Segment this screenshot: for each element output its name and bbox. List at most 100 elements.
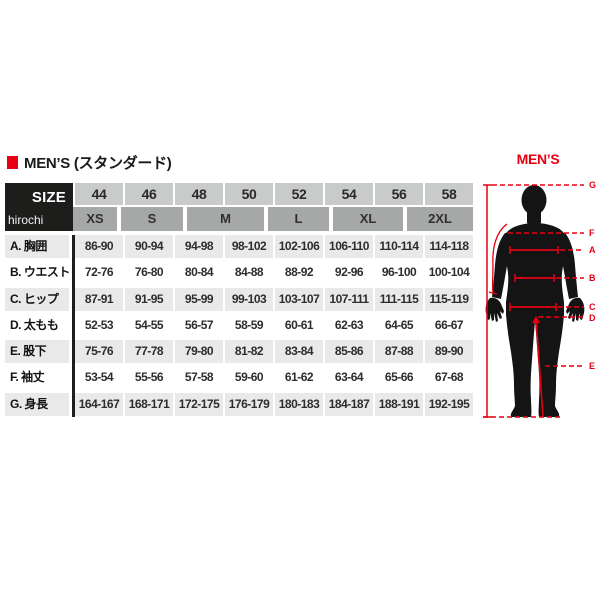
measurement-cell: 103-107	[275, 287, 323, 311]
size-table: SIZE hirochi 44 46 48 50 52 54 56 58 XS S M L XL 2XL…	[5, 183, 473, 419]
numeric-size-header-52: 52	[275, 183, 323, 205]
sleeve-curve-tick	[488, 291, 498, 295]
numeric-size-header-58: 58	[425, 183, 473, 205]
row-values: 87-91 91-95 95-99 99-103 103-107 107-111 111-1…	[75, 287, 473, 311]
figure-label-c: C	[589, 302, 596, 312]
letter-size-header-xs: XS	[73, 207, 117, 231]
mens-body-diagram: G F A B C D E	[483, 180, 596, 418]
row-label: D. 太もも	[5, 313, 69, 338]
body-silhouette-icon	[485, 185, 585, 417]
inseam-arrowhead	[532, 316, 540, 323]
measurement-cell: 176-179	[225, 392, 273, 417]
neck-shape	[527, 208, 541, 225]
watermark-text: hirochi	[8, 213, 44, 227]
table-row: C. ヒップ 87-91 91-95 95-99 99-103 103-107 107-11…	[5, 287, 473, 311]
row-values: 86-90 90-94 94-98 98-102 102-106 106-110 110-1…	[75, 235, 473, 259]
measurement-cell: 66-67	[425, 313, 473, 338]
measurement-cell: 87-88	[375, 340, 423, 364]
measurement-cell: 111-115	[375, 287, 423, 311]
measurement-lines	[483, 184, 584, 418]
measurement-cell: 106-110	[325, 235, 373, 259]
row-values: 72-76 76-80 80-84 84-88 88-92 92-96 96-100 100-…	[75, 261, 473, 285]
hip-line-ticks	[509, 303, 557, 311]
measurement-cell: 58-59	[225, 313, 273, 338]
measurement-cell: 89-90	[425, 340, 473, 364]
letter-size-header-row: XS S M L XL 2XL	[73, 207, 473, 231]
numeric-size-header-44: 44	[75, 183, 123, 205]
chest-line-ticks	[509, 246, 559, 254]
page-title-row: MEN’S (スタンダード)	[7, 152, 172, 173]
label-column-divider	[72, 235, 75, 417]
measurement-cell: 56-57	[175, 313, 223, 338]
figure-label-f: F	[589, 228, 595, 238]
letter-size-header-s: S	[121, 207, 183, 231]
row-values: 52-53 54-55 56-57 58-59 60-61 62-63 64-65 66-67	[75, 313, 473, 338]
measurement-cell: 59-60	[225, 366, 273, 390]
numeric-size-header-48: 48	[175, 183, 223, 205]
measurement-cell: 87-91	[75, 287, 123, 311]
measurement-cell: 96-100	[375, 261, 423, 285]
measurement-cell: 86-90	[75, 235, 123, 259]
letter-size-header-l: L	[268, 207, 329, 231]
table-row: B. ウエスト 72-76 76-80 80-84 84-88 88-92 92-96 96-…	[5, 261, 473, 285]
measurement-cell: 88-92	[275, 261, 323, 285]
numeric-size-header-50: 50	[225, 183, 273, 205]
table-body: A. 胸囲 86-90 90-94 94-98 98-102 102-106 106-110…	[5, 235, 473, 419]
numeric-size-header-54: 54	[325, 183, 373, 205]
measurement-cell: 115-119	[425, 287, 473, 311]
figure-label-a: A	[589, 245, 596, 255]
row-values: 53-54 55-56 57-58 59-60 61-62 63-64 65-66 67-68	[75, 366, 473, 390]
torso-shape	[503, 223, 567, 316]
measurement-cell: 99-103	[225, 287, 273, 311]
numeric-size-header-56: 56	[375, 183, 423, 205]
measurement-cell: 55-56	[125, 366, 173, 390]
title-bullet-square-icon	[7, 156, 18, 169]
measurement-cell: 188-191	[375, 392, 423, 417]
table-row: G. 身長 164-167 168-171 172-175 176-179 180-183…	[5, 392, 473, 417]
figure-label-g: G	[589, 180, 596, 190]
measurement-cell: 94-98	[175, 235, 223, 259]
table-row: D. 太もも 52-53 54-55 56-57 58-59 60-61 62-63 64-6…	[5, 313, 473, 338]
row-label: E. 股下	[5, 340, 69, 364]
measurement-cell: 63-64	[325, 366, 373, 390]
figure-label-e: E	[589, 361, 595, 371]
measurement-cell: 76-80	[125, 261, 173, 285]
figure-label-b: B	[589, 273, 596, 283]
row-label: B. ウエスト	[5, 261, 69, 285]
measurement-cell: 62-63	[325, 313, 373, 338]
measurement-cell: 57-58	[175, 366, 223, 390]
measurement-cell: 95-99	[175, 287, 223, 311]
measurement-cell: 72-76	[75, 261, 123, 285]
sleeve-curve-line	[491, 223, 508, 294]
measurement-cell: 79-80	[175, 340, 223, 364]
measurement-cell: 61-62	[275, 366, 323, 390]
measurement-cell: 98-102	[225, 235, 273, 259]
size-header-label: SIZE	[31, 189, 66, 206]
measurement-cell: 184-187	[325, 392, 373, 417]
measurement-cell: 52-53	[75, 313, 123, 338]
left-leg-shape	[506, 314, 535, 417]
measurement-cell: 64-65	[375, 313, 423, 338]
table-row: A. 胸囲 86-90 90-94 94-98 98-102 102-106 106-110…	[5, 235, 473, 259]
page-title: MEN’S (スタンダード)	[24, 155, 172, 172]
measurement-cell: 102-106	[275, 235, 323, 259]
waist-line-ticks	[514, 274, 555, 282]
measurement-cell: 168-171	[125, 392, 173, 417]
measurement-cell: 91-95	[125, 287, 173, 311]
size-header-cell: SIZE hirochi	[5, 183, 73, 231]
figure-title: MEN’S	[516, 151, 560, 167]
measurement-cell: 100-104	[425, 261, 473, 285]
measurement-cell: 54-55	[125, 313, 173, 338]
measurement-cell: 75-76	[75, 340, 123, 364]
table-row: F. 袖丈 53-54 55-56 57-58 59-60 61-62 63-64 65-66…	[5, 366, 473, 390]
numeric-size-header-row: 44 46 48 50 52 54 56 58	[75, 183, 473, 205]
row-label: A. 胸囲	[5, 235, 69, 259]
row-label: G. 身長	[5, 392, 69, 417]
measurement-cell: 65-66	[375, 366, 423, 390]
measurement-cell: 77-78	[125, 340, 173, 364]
measurement-cell: 84-88	[225, 261, 273, 285]
row-label: C. ヒップ	[5, 287, 69, 311]
measurement-cell: 107-111	[325, 287, 373, 311]
measurement-cell: 67-68	[425, 366, 473, 390]
